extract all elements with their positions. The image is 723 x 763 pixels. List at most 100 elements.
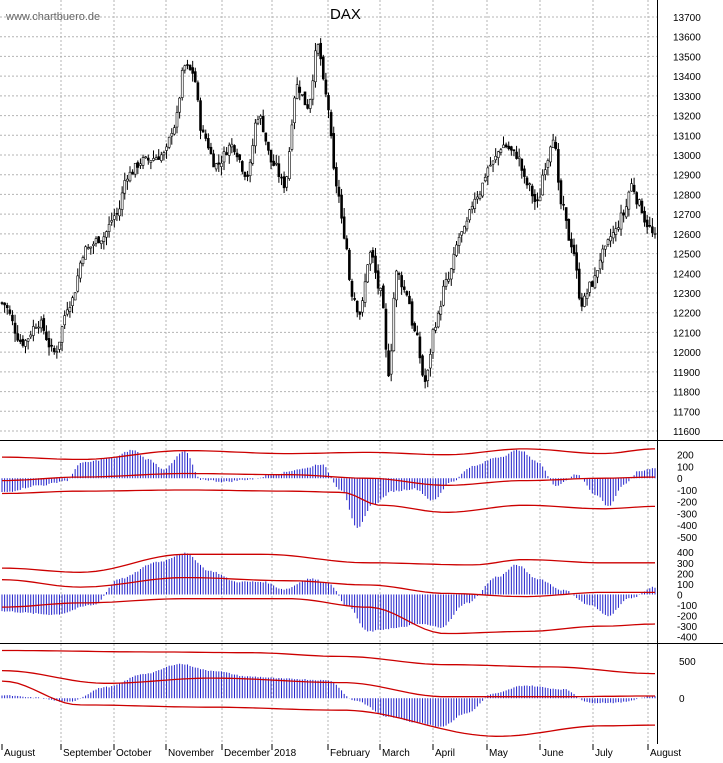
y-tick-label: 13300 bbox=[673, 92, 701, 103]
x-tick-label: August bbox=[650, 748, 681, 758]
candle-body bbox=[267, 141, 270, 151]
middle-band-line bbox=[1, 669, 655, 698]
candle-body bbox=[371, 250, 375, 258]
candle-body bbox=[3, 302, 6, 306]
candle-body bbox=[638, 199, 641, 206]
y-tick-label: 12600 bbox=[673, 230, 701, 241]
candle-body bbox=[630, 183, 633, 192]
candle-body bbox=[238, 154, 241, 160]
candle-body bbox=[314, 50, 317, 83]
candle-body bbox=[645, 219, 649, 228]
candle-body bbox=[546, 160, 550, 168]
candle-body bbox=[39, 319, 43, 329]
candle-body bbox=[593, 275, 597, 289]
candle-body bbox=[282, 176, 286, 189]
candle-body bbox=[436, 312, 440, 328]
candle-body bbox=[632, 184, 636, 193]
candle-body bbox=[79, 262, 82, 279]
candle-body bbox=[418, 336, 422, 359]
x-tick-label: July bbox=[595, 748, 613, 758]
candle-body bbox=[439, 306, 443, 315]
candle-body bbox=[486, 167, 490, 177]
x-tick-label: June bbox=[542, 748, 564, 758]
candle-body bbox=[627, 191, 631, 210]
candle-body bbox=[115, 213, 119, 215]
candle-body bbox=[128, 171, 132, 182]
upper-band-line bbox=[1, 553, 655, 573]
candle-body bbox=[410, 301, 414, 326]
candle-body bbox=[449, 268, 453, 280]
candle-body bbox=[316, 44, 320, 54]
candle-body bbox=[92, 243, 95, 247]
candle-body bbox=[481, 182, 484, 197]
candle-body bbox=[567, 218, 571, 241]
candle-body bbox=[374, 255, 377, 273]
candle-body bbox=[251, 145, 255, 164]
candle-body bbox=[536, 199, 539, 202]
candle-body bbox=[507, 145, 511, 150]
candle-body bbox=[193, 71, 197, 83]
candle-body bbox=[591, 281, 594, 287]
y-tick-label: -200 bbox=[677, 612, 697, 623]
candle-body bbox=[577, 268, 581, 299]
candle-body bbox=[73, 292, 77, 301]
candle-body bbox=[444, 279, 448, 287]
indicator-panel-3: 0 500 bbox=[1, 649, 696, 737]
candle-body bbox=[421, 355, 424, 376]
candle-body bbox=[303, 91, 307, 106]
candle-body bbox=[308, 99, 312, 109]
candle-body bbox=[81, 257, 85, 265]
candle-body bbox=[651, 226, 654, 234]
candle-body bbox=[321, 56, 325, 80]
candle-body bbox=[199, 100, 202, 131]
candle-body bbox=[26, 338, 30, 342]
candle-body bbox=[180, 70, 184, 98]
x-tick-label: August bbox=[4, 748, 35, 758]
candle-body bbox=[139, 163, 142, 166]
candle-body bbox=[473, 198, 477, 209]
candle-body bbox=[617, 227, 620, 230]
y-tick-label: 13200 bbox=[673, 112, 701, 123]
candle-body bbox=[416, 332, 419, 336]
x-tick-label: November bbox=[168, 748, 215, 758]
candle-body bbox=[32, 326, 35, 336]
candle-body bbox=[350, 280, 354, 297]
x-tick-label: October bbox=[116, 748, 152, 758]
x-tick-label: March bbox=[382, 748, 410, 758]
candle-body bbox=[478, 193, 482, 199]
candle-body bbox=[596, 270, 599, 278]
candle-body bbox=[530, 185, 534, 197]
candle-body bbox=[52, 347, 56, 352]
y-tick-label: 12000 bbox=[673, 348, 701, 359]
candle-body bbox=[277, 163, 281, 177]
candle-body bbox=[319, 42, 322, 60]
candle-body bbox=[355, 300, 359, 313]
candle-body bbox=[460, 231, 464, 236]
candle-body bbox=[136, 162, 140, 168]
chart-title: DAX bbox=[330, 6, 361, 23]
candle-body bbox=[217, 162, 221, 165]
middle-band-line bbox=[1, 472, 655, 486]
candle-body bbox=[160, 154, 163, 161]
candle-body bbox=[246, 174, 249, 177]
candle-body bbox=[34, 327, 38, 329]
candle-body bbox=[609, 236, 612, 242]
candle-body bbox=[622, 212, 625, 216]
candle-body bbox=[426, 369, 430, 381]
candle-body bbox=[45, 331, 48, 340]
candle-body bbox=[342, 216, 346, 239]
candle-body bbox=[379, 287, 383, 291]
candle-body bbox=[173, 127, 176, 135]
candle-body bbox=[455, 244, 458, 256]
y-tick-label: 13700 bbox=[673, 13, 701, 24]
candle-body bbox=[551, 139, 555, 148]
candle-body bbox=[209, 146, 213, 155]
candle-body bbox=[640, 200, 644, 214]
y-tick-label: 13600 bbox=[673, 33, 701, 44]
candle-body bbox=[345, 238, 349, 250]
candle-body bbox=[76, 275, 80, 292]
y-tick-label: 0 bbox=[677, 590, 683, 601]
candle-body bbox=[144, 156, 147, 159]
